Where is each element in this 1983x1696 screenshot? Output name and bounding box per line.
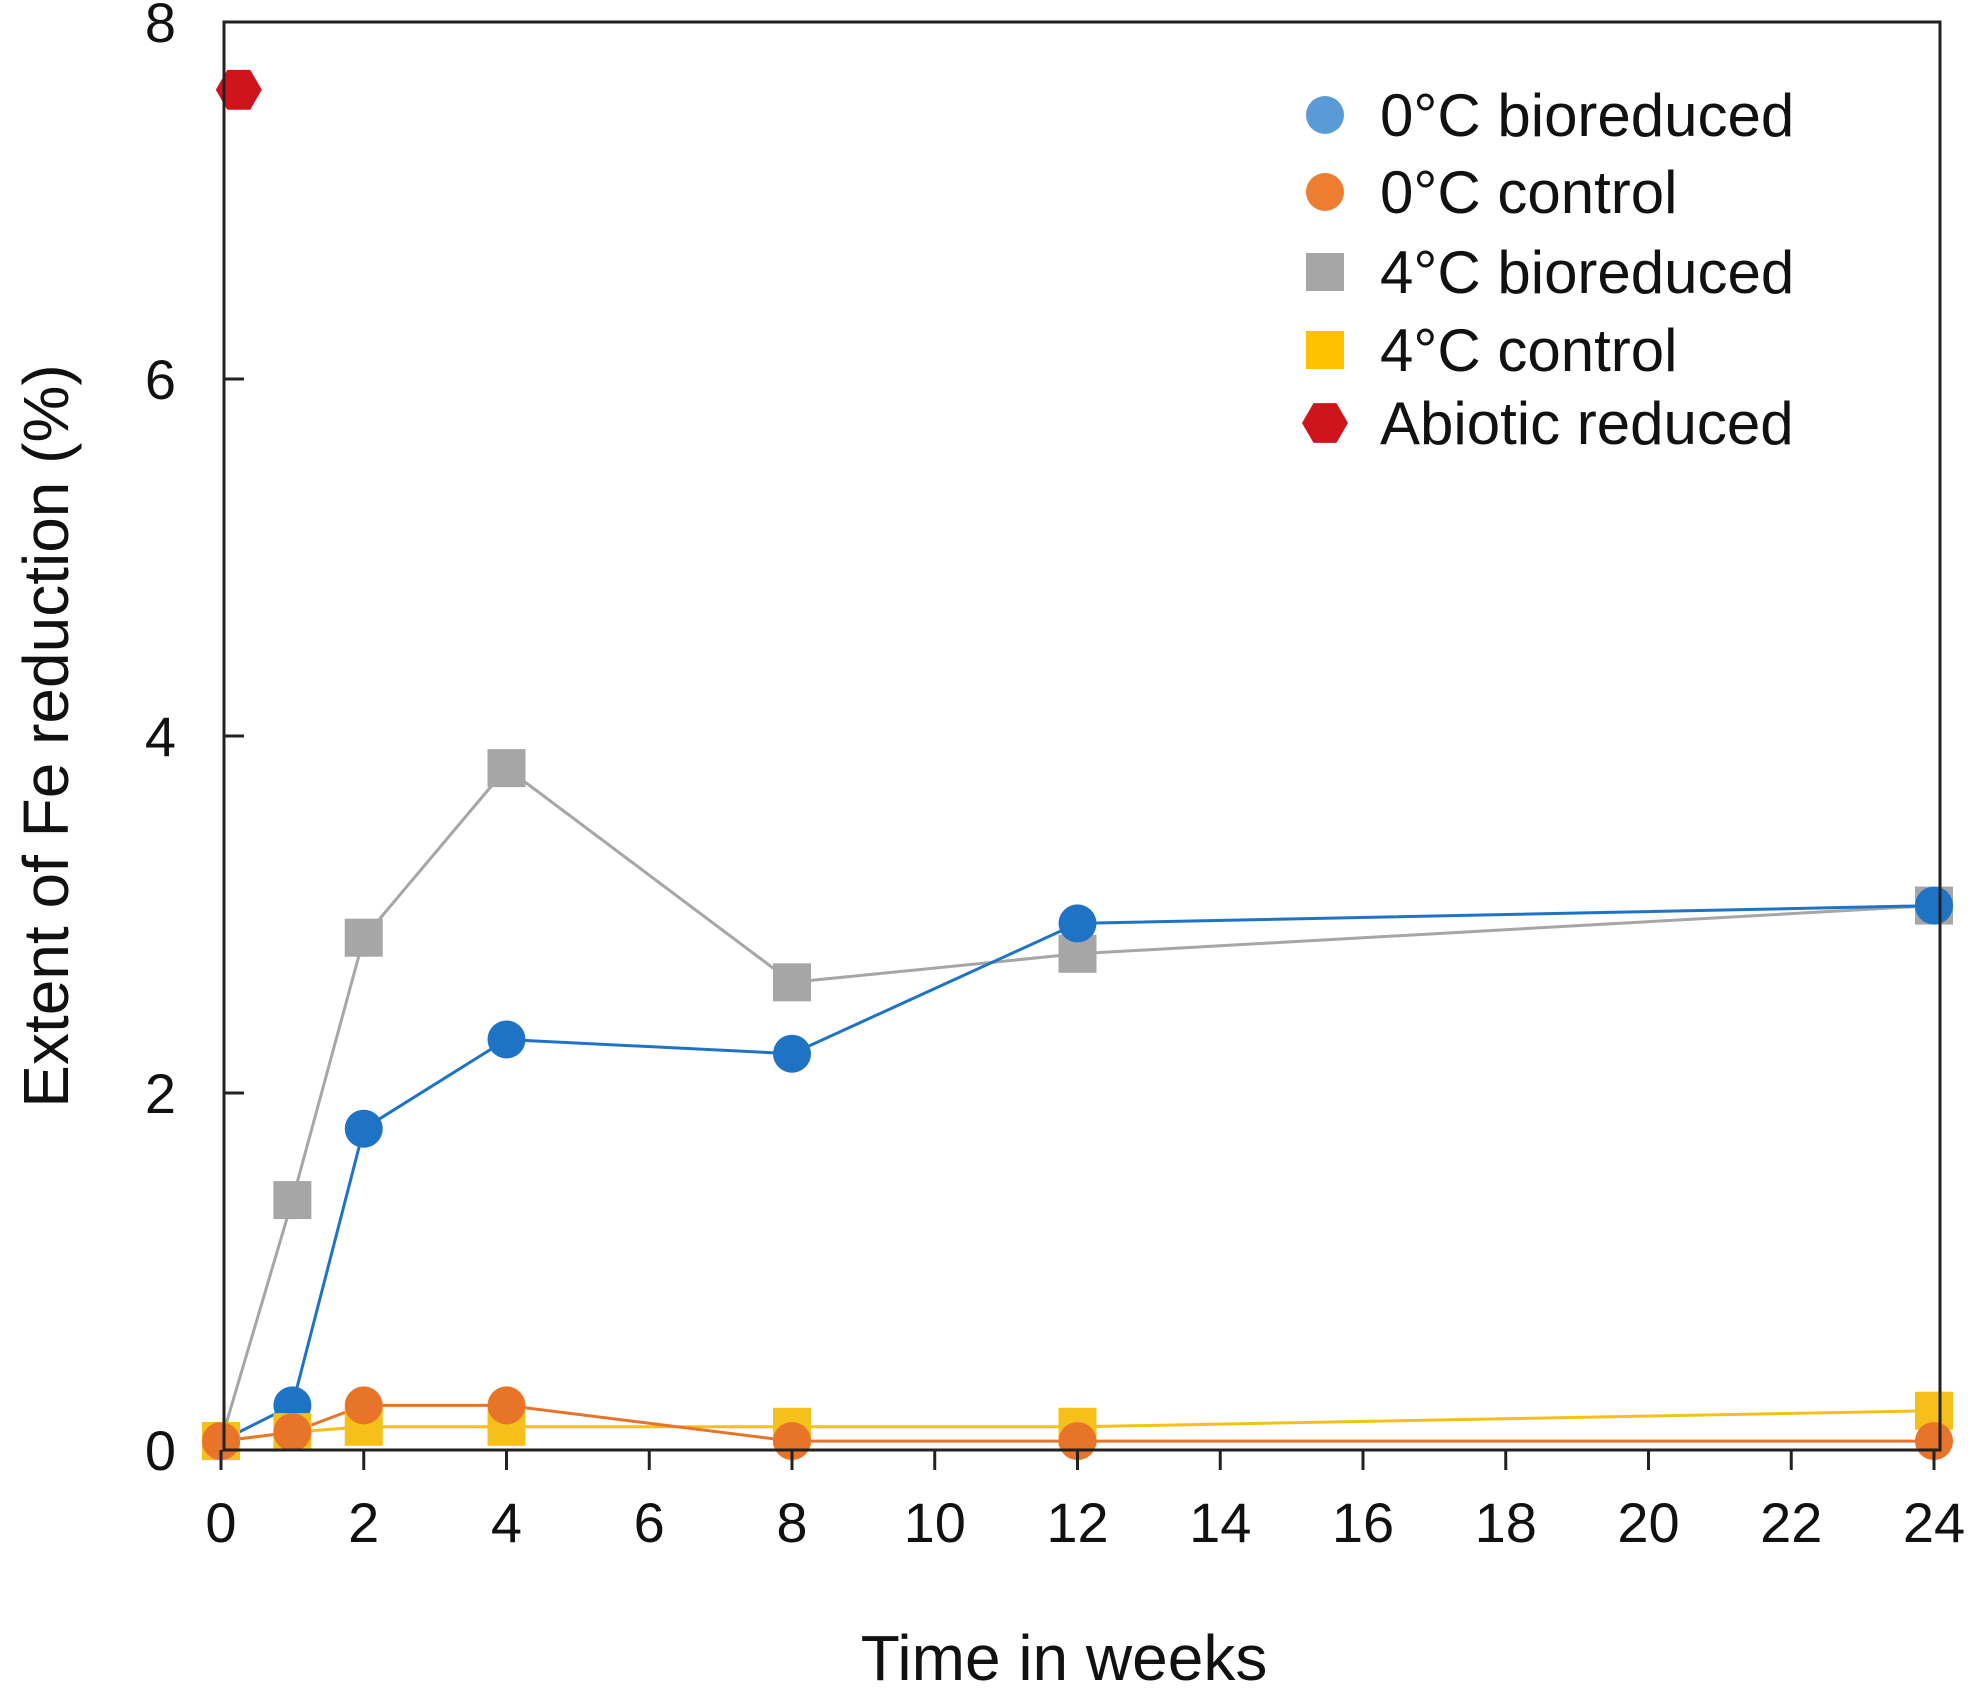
point-4c-bioreduced	[487, 749, 526, 788]
series-lines	[219, 766, 1935, 1443]
point-4c-bioreduced	[273, 1181, 312, 1220]
y-tick-label: 4	[145, 705, 176, 768]
series-line-4c-bioreduced	[219, 766, 1935, 1442]
axis-titles: Time in weeks Extent of Fe reduction (%)	[10, 364, 1267, 1694]
x-tick-label: 14	[1189, 1491, 1251, 1554]
axes	[222, 20, 1942, 1452]
point-abiotic-reduced	[215, 69, 262, 110]
y-axis-title: Extent of Fe reduction (%)	[10, 364, 82, 1107]
y-tick-label: 0	[145, 1419, 176, 1482]
legend-marker-4c-bioreduced	[1306, 253, 1344, 291]
y-tick-label: 6	[145, 348, 176, 411]
y-tick-label: 8	[145, 0, 176, 54]
legend-label-4c-bioreduced: 4°C bioreduced	[1380, 239, 1794, 306]
point-0c-bioreduced	[1058, 904, 1097, 943]
series-line-0c-bioreduced	[220, 904, 1935, 1443]
x-tick-label: 6	[634, 1491, 665, 1554]
x-tick-label: 8	[776, 1491, 807, 1554]
x-tick-label: 10	[904, 1491, 966, 1554]
x-axis-title: Time in weeks	[861, 1622, 1268, 1694]
legend-marker-4c-control	[1306, 331, 1344, 369]
x-tick-label: 24	[1903, 1491, 1965, 1554]
plot-frame	[222, 20, 1942, 1452]
x-tick-label: 20	[1617, 1491, 1679, 1554]
legend-marker-0c-control	[1306, 173, 1344, 211]
x-tick-label: 16	[1332, 1491, 1394, 1554]
legend-label-abiotic-reduced: Abiotic reduced	[1380, 390, 1794, 457]
point-0c-bioreduced	[487, 1020, 526, 1059]
x-tick-label: 2	[348, 1491, 379, 1554]
legend: 0°C bioreduced 0°C control 4°C bioreduced 4…	[1302, 82, 1794, 457]
legend-marker-abiotic-reduced	[1302, 403, 1348, 443]
point-4c-bioreduced	[773, 963, 811, 1002]
point-0c-bioreduced	[344, 1109, 383, 1148]
x-tick-label: 4	[491, 1491, 522, 1554]
point-0c-bioreduced	[1915, 886, 1953, 925]
legend-marker-0c-bioreduced	[1306, 96, 1344, 134]
legend-label-4c-control: 4°C control	[1380, 317, 1677, 384]
legend-label-0c-control: 0°C control	[1380, 159, 1677, 226]
legend-label-0c-bioreduced: 0°C bioreduced	[1380, 82, 1794, 149]
point-0c-control	[273, 1413, 312, 1452]
x-tick-label: 12	[1046, 1491, 1108, 1554]
point-0c-control	[487, 1386, 526, 1425]
point-0c-control	[344, 1386, 383, 1425]
y-tick-label: 2	[145, 1062, 176, 1125]
x-tick-label: 0	[205, 1491, 236, 1554]
x-tick-label: 22	[1760, 1491, 1822, 1554]
x-tick-label: 18	[1475, 1491, 1537, 1554]
point-0c-bioreduced	[773, 1034, 811, 1073]
point-4c-bioreduced	[344, 918, 383, 957]
